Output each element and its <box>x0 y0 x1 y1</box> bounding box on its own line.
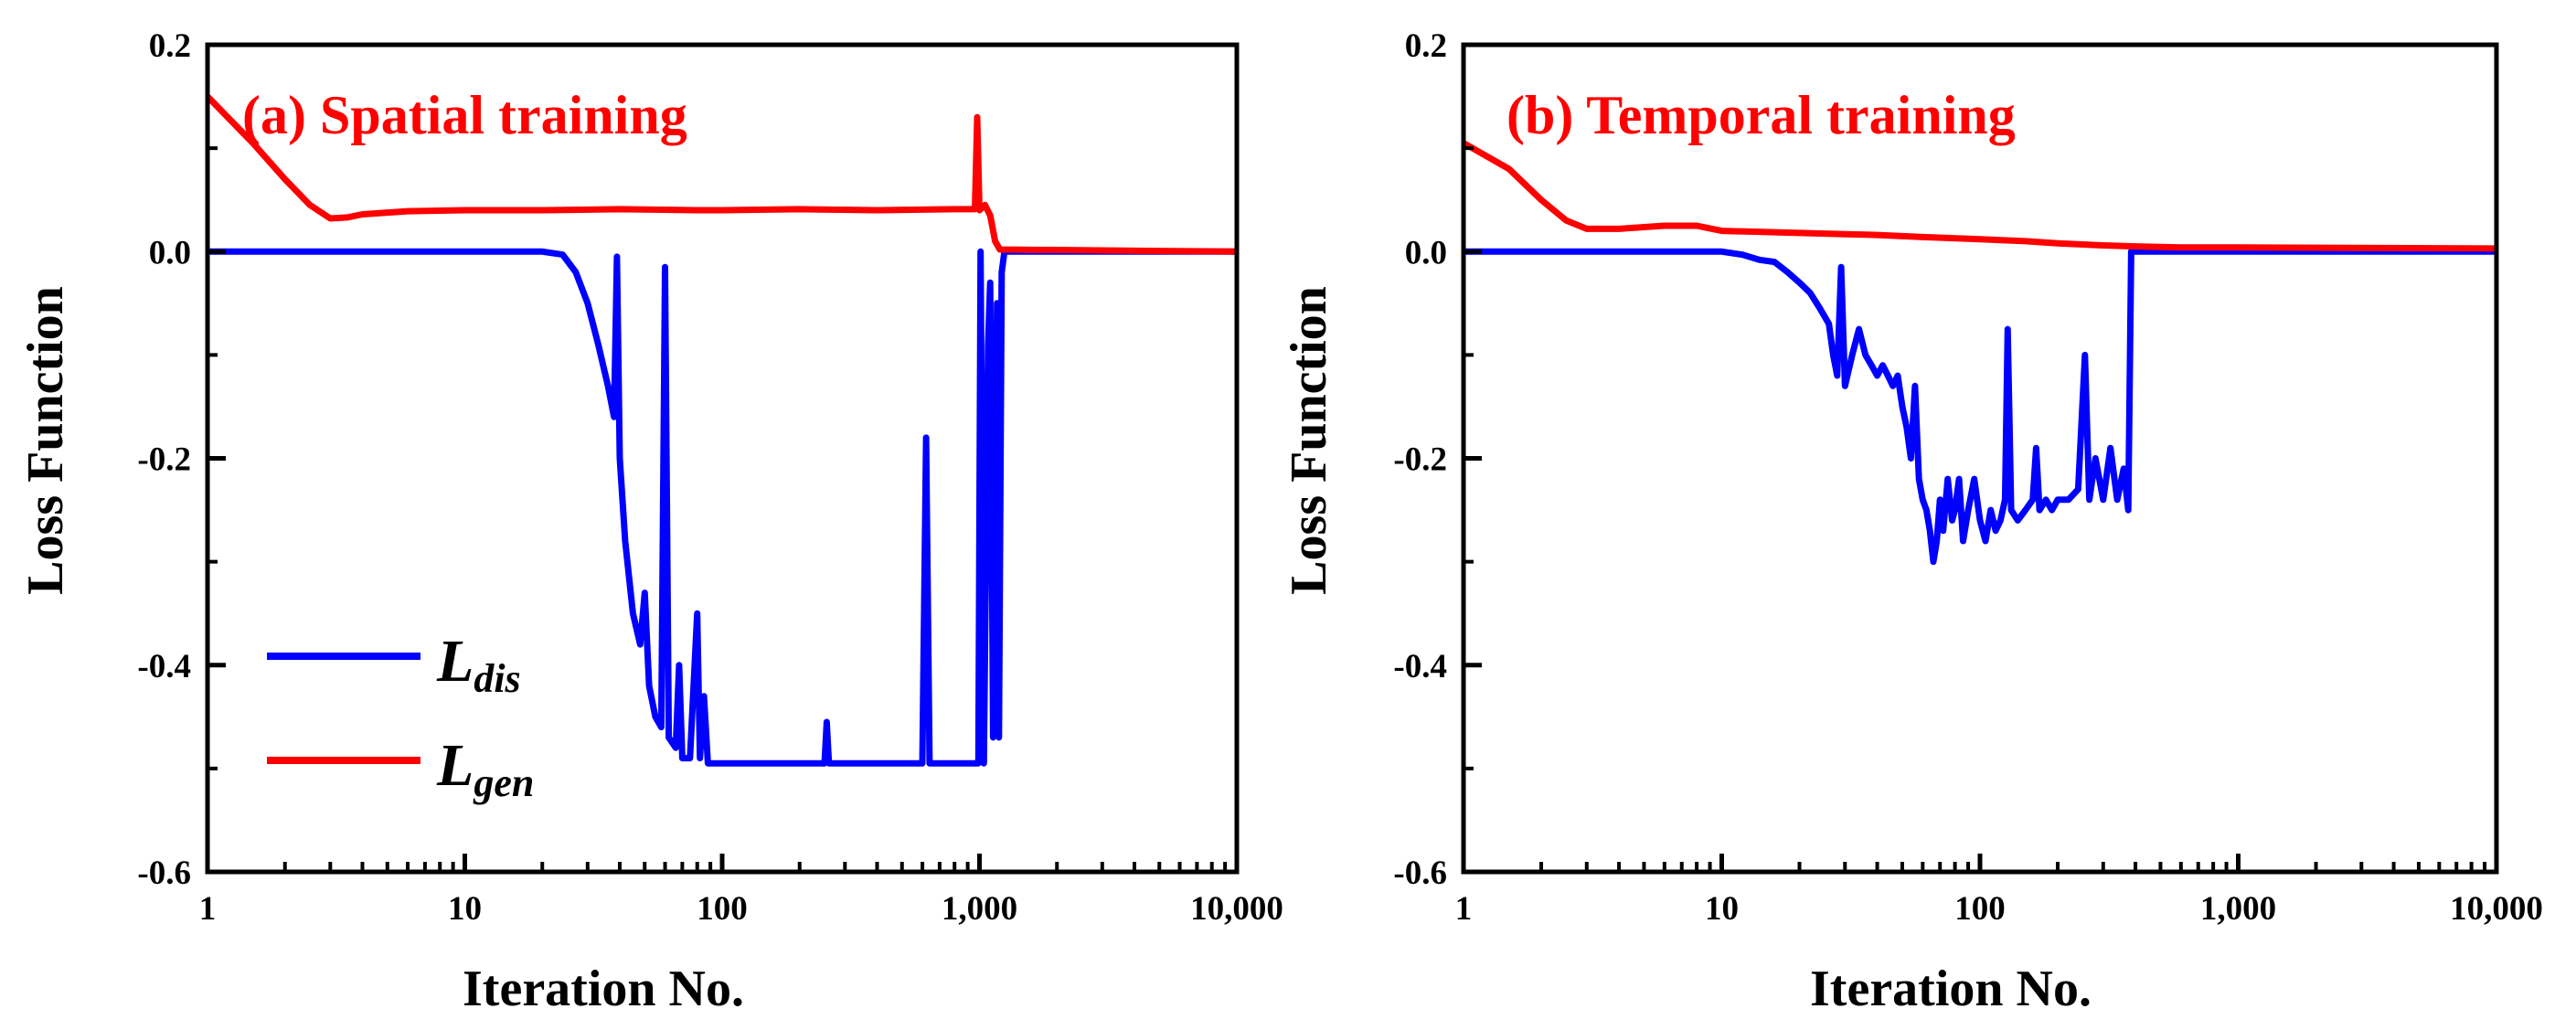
x-tick-label-a: 10,000 <box>1190 890 1283 928</box>
y-tick-label-b: -0.2 <box>1393 441 1447 479</box>
series-line-l-dis-b <box>1464 248 2496 566</box>
x-tick-label-b: 100 <box>1954 890 2006 928</box>
series-line-l-dis-a <box>208 248 1237 767</box>
y-tick-label-a: -0.2 <box>137 441 191 479</box>
y-tick-label-b: -0.4 <box>1393 648 1447 685</box>
legend-label-gen: Lgen <box>436 732 534 805</box>
x-tick-label-a: 10 <box>448 890 482 928</box>
plot-area-b: 1 10 100 1,000 10,000 -0.6 -0.4 -0.2 0.0 0.2 (b) … <box>1393 27 2542 928</box>
series-line-l-gen-b <box>1464 140 2496 252</box>
x-tick-label-b: 1,000 <box>2200 890 2276 928</box>
y-axis-title-b: Loss Function <box>1281 286 1337 595</box>
x-tick-label-a: 100 <box>697 890 748 928</box>
series-line-l-gen-a <box>208 93 1237 255</box>
legend: Ldis Lgen <box>267 628 534 805</box>
plot-frame-b <box>1461 42 2499 875</box>
x-tick-label-a: 1,000 <box>942 890 1017 928</box>
y-tick-label-b: -0.6 <box>1393 855 1447 892</box>
plot-frame-a <box>205 42 1240 875</box>
x-axis-title-b: Iteration No. <box>1810 961 2092 1017</box>
plot-area-a: 1 10 100 1,000 10,000 -0.6 -0.4 -0.2 0.0 0.2 (a) … <box>137 27 1283 928</box>
legend-label-dis: Ldis <box>436 628 521 701</box>
x-tick-label-a: 1 <box>199 890 217 928</box>
y-tick-label-b: 0.2 <box>1405 27 1447 65</box>
x-tick-label-b: 1 <box>1455 890 1473 928</box>
panel-title-a: (a) Spatial training <box>242 85 687 145</box>
panel-spatial-training: Loss Function Iteration No. 1 10 100 1,000 1… <box>17 27 1283 1017</box>
panel-title-b: (b) Temporal training <box>1506 85 2016 145</box>
y-tick-label-a: 0.2 <box>149 27 191 65</box>
x-axis-title-a: Iteration No. <box>463 961 744 1017</box>
y-axis-title-a: Loss Function <box>17 286 74 595</box>
panel-temporal-training: Loss Function Iteration No. 1 10 100 1,000 1… <box>1281 27 2543 1017</box>
y-tick-label-a: -0.4 <box>137 648 191 685</box>
x-tick-label-b: 10 <box>1705 890 1739 928</box>
y-tick-label-a: -0.6 <box>137 855 191 892</box>
x-tick-label-b: 10,000 <box>2450 890 2543 928</box>
y-tick-label-a: 0.0 <box>149 234 191 271</box>
y-tick-label-b: 0.0 <box>1405 234 1447 271</box>
